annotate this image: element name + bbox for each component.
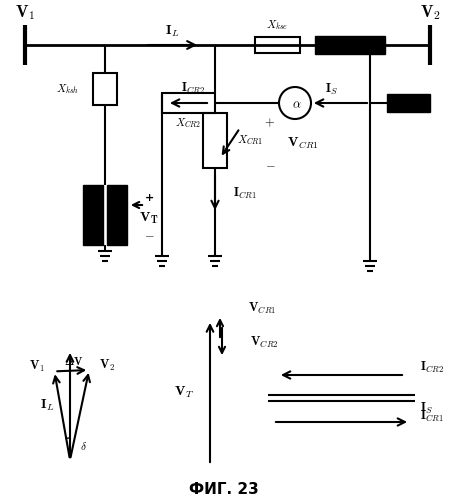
Text: $-$: $-$ [264,158,275,172]
Text: $\mathbf{V_T}$: $\mathbf{V_T}$ [139,210,158,226]
Text: $X_{ksh}$: $X_{ksh}$ [56,82,79,96]
Text: $\mathbf{I}_L$: $\mathbf{I}_L$ [40,398,54,412]
Text: $\mathbf{V}_T$: $\mathbf{V}_T$ [174,384,194,400]
Bar [203,113,227,168]
Bar [107,185,127,245]
Text: $\mathbf{I}_L$: $\mathbf{I}_L$ [165,24,179,38]
Text: $\mathbf{V}_{CR1}$: $\mathbf{V}_{CR1}$ [287,136,318,150]
Bar [83,185,103,245]
Text: $\mathbf{I}_S$: $\mathbf{I}_S$ [326,82,339,96]
Bar [387,94,430,112]
Text: $\mathbf{I}_S$: $\mathbf{I}_S$ [420,400,433,415]
Text: $\delta$: $\delta$ [80,440,88,452]
Text: $X_{CR2}$: $X_{CR2}$ [176,116,202,130]
Text: $X_{kse}$: $X_{kse}$ [266,18,289,32]
Text: $\mathbf{V_2}$: $\mathbf{V_2}$ [99,358,115,372]
Text: $-$: $-$ [144,228,154,241]
Text: $\mathbf{V_1}$: $\mathbf{V_1}$ [29,359,44,374]
Bar [93,73,117,105]
Text: $\alpha$: $\alpha$ [292,98,302,112]
Bar [255,37,300,53]
Bar [315,36,385,54]
Text: ФИГ. 23: ФИГ. 23 [189,482,259,498]
Text: $+$: $+$ [264,116,276,130]
Text: $\mathbf{V}_{CR1}$: $\mathbf{V}_{CR1}$ [248,300,277,316]
Text: +: + [145,193,154,203]
Text: $\mathbf{V_1}$: $\mathbf{V_1}$ [15,4,35,22]
Text: $\mathbf{V_2}$: $\mathbf{V_2}$ [420,4,440,22]
Text: $\mathbf{I}_{CR2}$: $\mathbf{I}_{CR2}$ [181,80,206,96]
Bar [162,93,215,113]
Text: $\mathbf{\Delta V}$: $\mathbf{\Delta V}$ [64,354,84,366]
Text: $\mathbf{V}_{CR2}$: $\mathbf{V}_{CR2}$ [250,334,279,349]
Text: $\mathbf{I}_{CR1}$: $\mathbf{I}_{CR1}$ [420,408,444,424]
Text: $X_{CR1}$: $X_{CR1}$ [237,134,263,147]
Text: $\mathbf{I}_{CR1}$: $\mathbf{I}_{CR1}$ [233,186,257,200]
Text: $\mathbf{I}_{CR2}$: $\mathbf{I}_{CR2}$ [420,360,445,374]
